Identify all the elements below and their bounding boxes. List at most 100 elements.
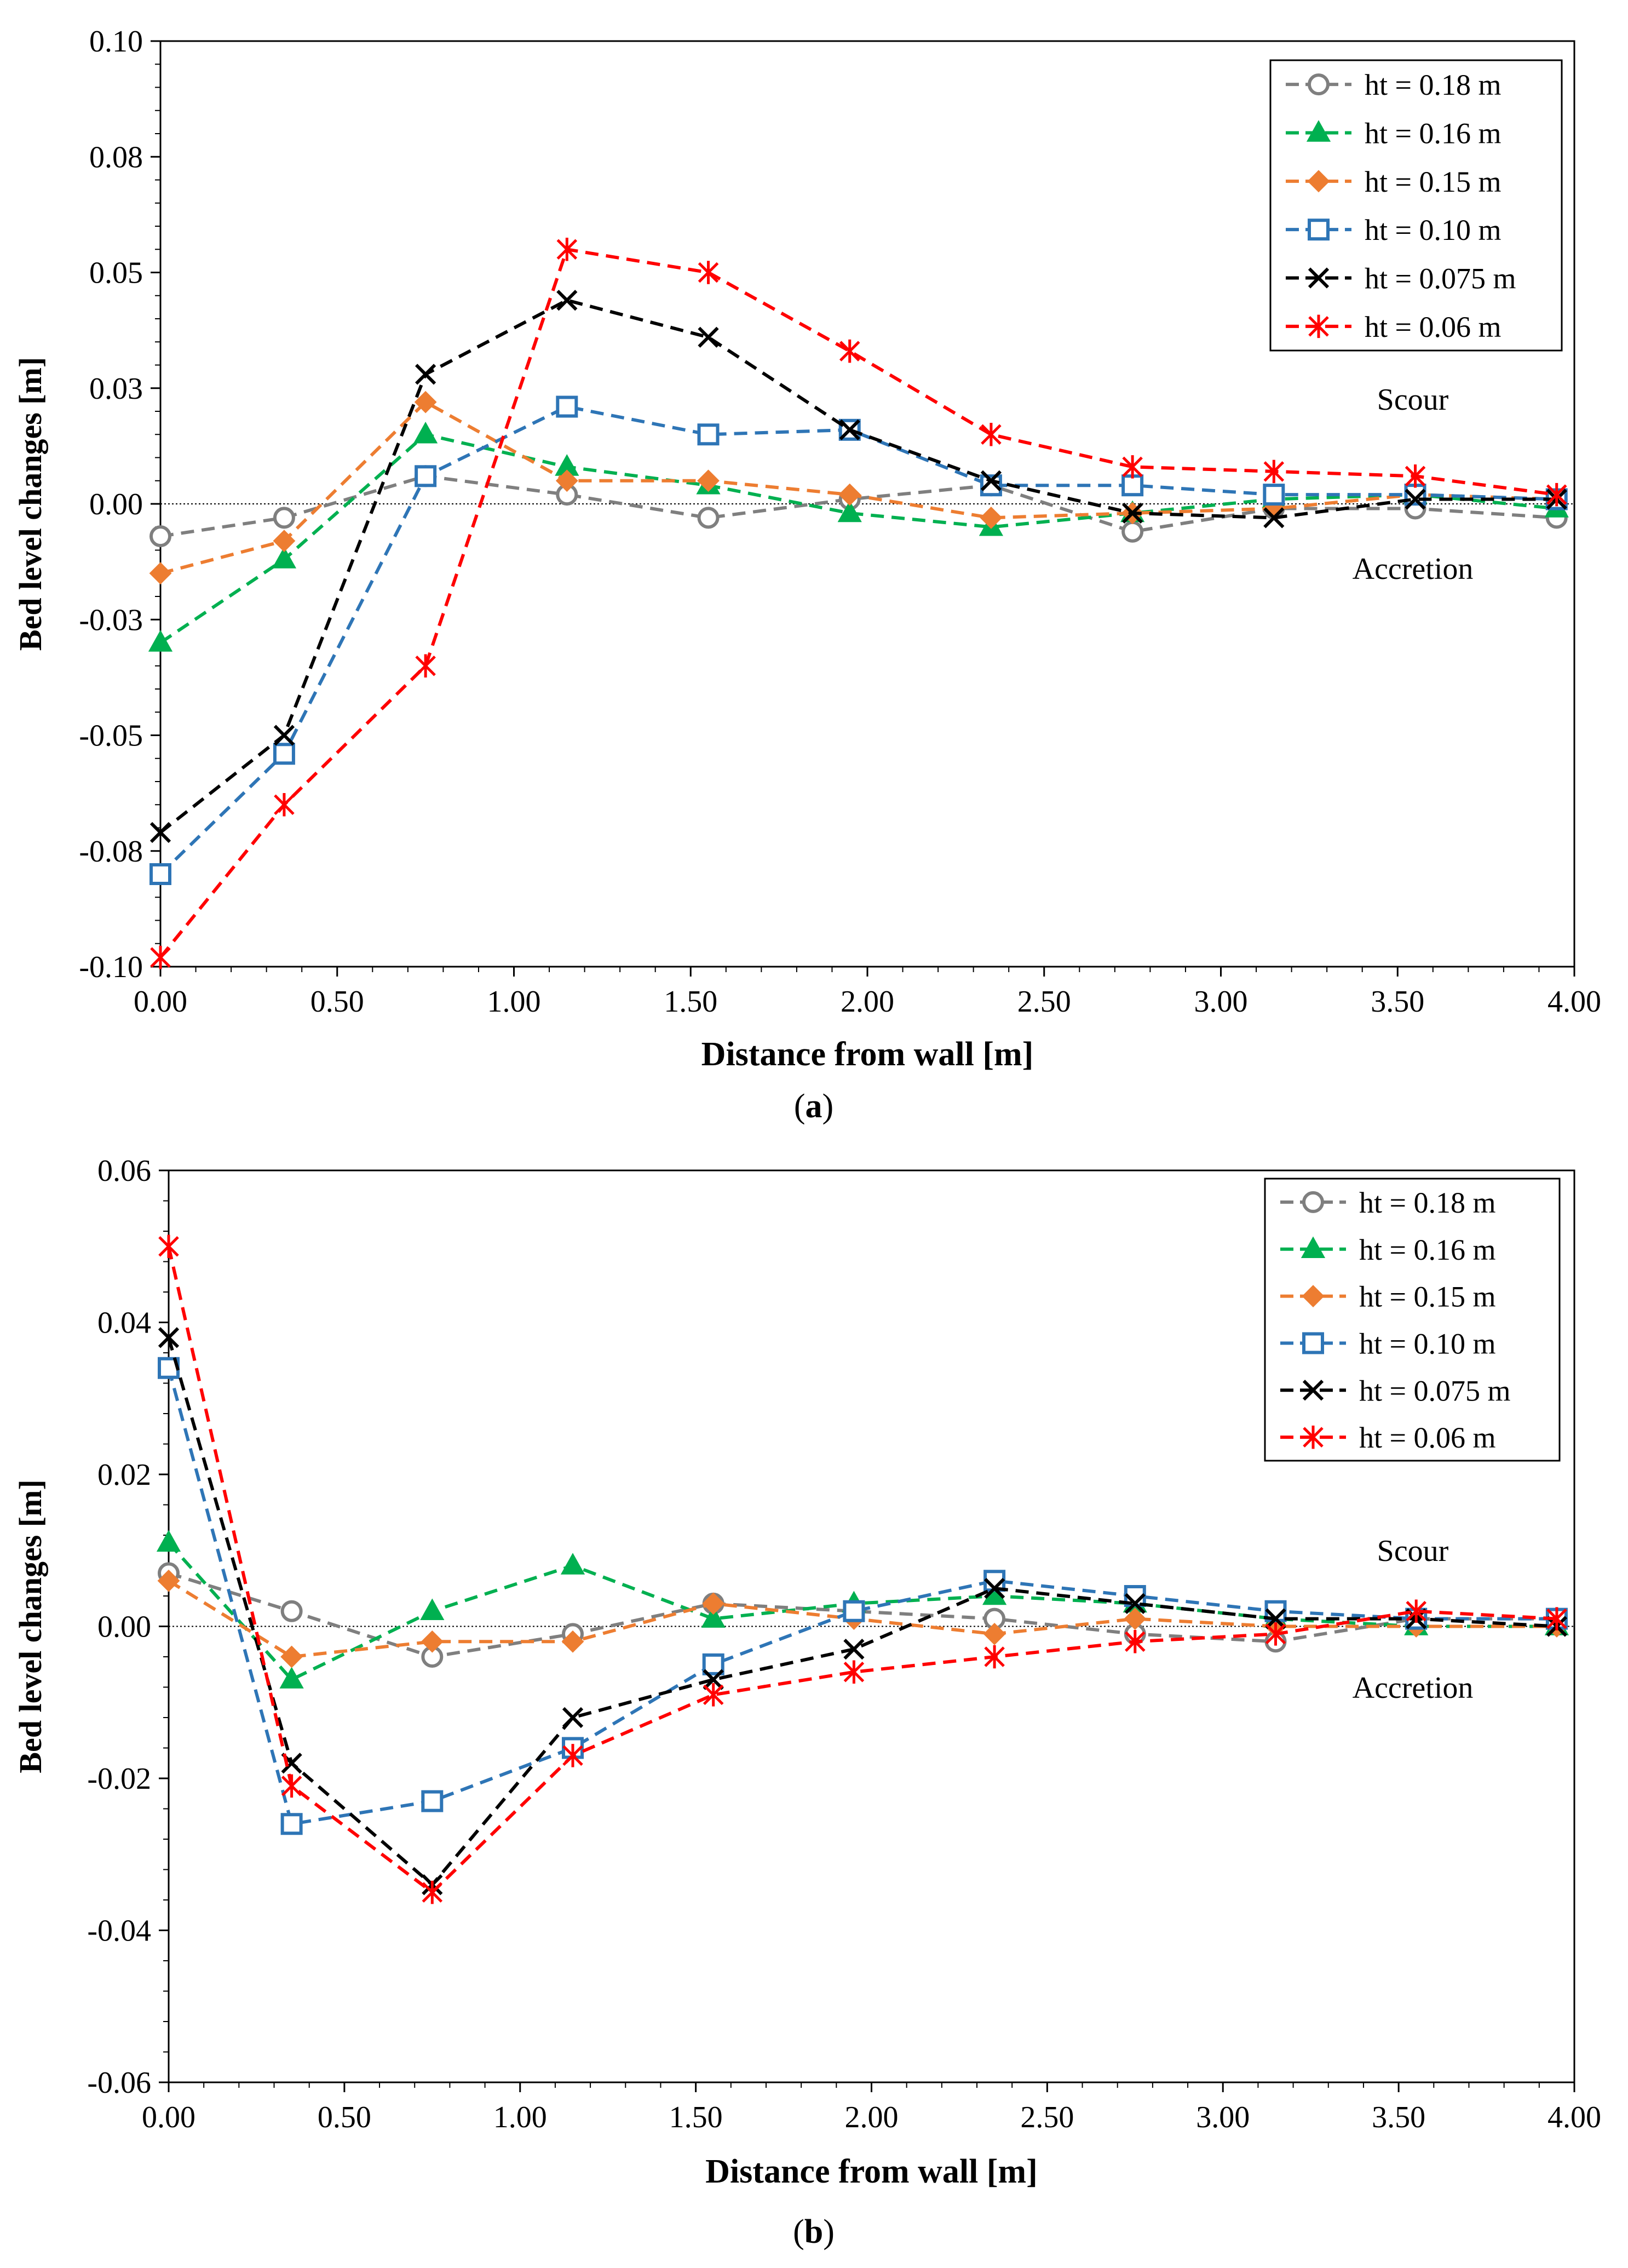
x-tick-label: 3.00	[1194, 985, 1248, 1019]
data-point	[1121, 520, 1144, 543]
series-0_075	[149, 290, 1567, 843]
x-tick-label: 1.50	[664, 985, 717, 1019]
data-point	[273, 725, 295, 746]
data-point	[556, 395, 578, 418]
x-tick-label: 3.00	[1196, 2100, 1250, 2134]
data-point	[148, 630, 173, 652]
data-point	[562, 1744, 583, 1767]
legend-entry: ht = 0.06 m	[1280, 1421, 1495, 1454]
legend-entry: ht = 0.18 m	[1280, 1186, 1495, 1219]
data-point	[843, 1660, 865, 1684]
data-point	[149, 562, 172, 585]
legend-marker	[1302, 1191, 1324, 1213]
data-point	[273, 743, 295, 765]
data-point	[413, 421, 438, 444]
data-point	[415, 364, 436, 385]
data-point	[1124, 1607, 1147, 1630]
x-tick-label: 0.00	[134, 985, 187, 1019]
legend-marker	[1301, 1236, 1326, 1259]
data-point	[1405, 489, 1426, 510]
data-point	[422, 1880, 443, 1904]
data-point	[420, 1598, 445, 1621]
legend-label: ht = 0.075 m	[1359, 1374, 1510, 1407]
data-point	[415, 654, 436, 677]
legend-entry: ht = 0.06 m	[1286, 311, 1501, 343]
data-point	[157, 1569, 180, 1592]
data-point	[697, 469, 720, 492]
data-point	[274, 793, 295, 817]
x-tick-label: 2.50	[1017, 985, 1071, 1019]
legend-marker	[1302, 1332, 1324, 1354]
data-point	[279, 1667, 304, 1689]
data-point	[281, 1774, 302, 1798]
series-line	[168, 1571, 1557, 1659]
legend-marker	[1307, 170, 1330, 193]
y-tick-label: -0.02	[87, 1762, 151, 1796]
data-point	[983, 1622, 1006, 1645]
chart-panel-b: 0.00 0.50 1.00 1.50 2.00 2.50 3.00 3.50 4.00 0.06…	[13, 1154, 1601, 2250]
data-point	[1263, 507, 1285, 529]
legend-entry: ht = 0.075 m	[1286, 262, 1516, 295]
legend-entry: ht = 0.10 m	[1286, 214, 1501, 246]
series-0_06	[158, 1235, 1567, 1904]
x-tick-label: 1.00	[487, 985, 541, 1019]
data-point	[697, 507, 720, 529]
series-line	[167, 1368, 1557, 1826]
legend-label: ht = 0.16 m	[1365, 117, 1501, 150]
data-point	[1406, 1599, 1426, 1623]
data-point	[984, 1645, 1005, 1669]
series-line	[159, 433, 1557, 644]
legend-entry: ht = 0.16 m	[1280, 1233, 1495, 1266]
data-point	[556, 238, 578, 261]
y-tick-label: 0.04	[97, 1306, 151, 1340]
legend-entry: ht = 0.10 m	[1280, 1327, 1495, 1360]
data-point	[1265, 1608, 1286, 1629]
x-tick-label: 2.50	[1020, 2100, 1074, 2134]
data-point	[562, 1707, 584, 1729]
data-point	[1405, 464, 1426, 488]
x-axis-title: Distance from wall [m]	[705, 2153, 1038, 2190]
data-point	[414, 391, 437, 414]
y-tick-label: -0.10	[79, 950, 143, 984]
y-tick-label: -0.06	[87, 2066, 151, 2100]
data-point	[983, 1578, 1005, 1599]
data-point	[838, 483, 861, 506]
data-point	[701, 1606, 726, 1628]
annotation-scour: Scour	[1377, 1534, 1449, 1568]
data-point	[839, 339, 860, 363]
x-tick-label: 0.50	[310, 985, 364, 1019]
data-point	[843, 1639, 865, 1660]
data-point	[1546, 483, 1567, 507]
legend: ht = 0.18 m ht = 0.16 m ht = 0.15 m ht = 0.…	[1269, 59, 1563, 352]
legend-label: ht = 0.18 m	[1365, 68, 1501, 101]
panel-label: (a)	[794, 1088, 833, 1125]
legend: ht = 0.18 m ht = 0.16 m ht = 0.15 m ht = 0.…	[1264, 1178, 1561, 1462]
y-tick-label: -0.05	[79, 719, 143, 753]
data-point	[980, 506, 1003, 529]
legend-entry: ht = 0.18 m	[1286, 68, 1501, 101]
y-tick-label: 0.06	[97, 1154, 151, 1188]
data-point	[150, 945, 171, 969]
legend-label: ht = 0.10 m	[1359, 1327, 1495, 1360]
data-point	[415, 465, 437, 487]
x-tick-label: 0.00	[142, 2100, 195, 2134]
data-point	[556, 290, 578, 311]
data-point	[698, 326, 719, 348]
legend-marker	[1308, 314, 1329, 338]
y-axis-title: Bed level changes [m]	[13, 1479, 48, 1773]
data-point	[421, 1790, 444, 1812]
y-tick-label: -0.04	[87, 1914, 151, 1948]
x-tick-label: 3.50	[1371, 985, 1424, 1019]
legend-marker	[1302, 1380, 1324, 1401]
chart-panel-a: 0.00 0.50 1.00 1.50 2.00 2.50 3.00 3.50 4.00 0.10…	[13, 25, 1601, 1125]
data-point	[156, 1530, 181, 1552]
data-point	[561, 1630, 584, 1653]
data-point	[702, 1653, 724, 1675]
legend-marker	[1306, 120, 1331, 142]
data-point	[149, 863, 171, 885]
legend-label: ht = 0.18 m	[1359, 1186, 1495, 1219]
data-point	[698, 261, 719, 284]
legend-label: ht = 0.10 m	[1365, 214, 1501, 246]
legend-entry: ht = 0.16 m	[1286, 117, 1501, 150]
